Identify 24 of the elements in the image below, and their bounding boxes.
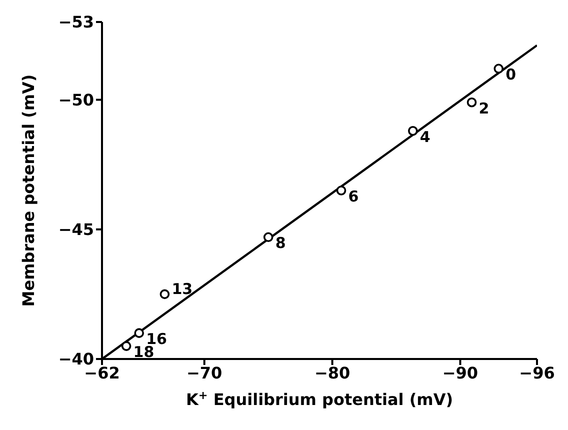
x-tick-label: −96 [519, 363, 555, 382]
y-tick-label: −40 [58, 350, 94, 369]
annotation: 0 [506, 66, 516, 84]
point [466, 97, 477, 108]
point [263, 232, 274, 242]
x-axis-title: K$^{+}$ Equilibrium potential (mV) [186, 388, 454, 409]
y-axis-title: Membrane potential (mV) [19, 74, 38, 307]
point [408, 126, 418, 136]
annotation: 13 [172, 280, 193, 298]
point [121, 341, 132, 351]
x-tick-label: −80 [314, 363, 350, 382]
point [494, 64, 504, 74]
annotation: 6 [348, 188, 359, 206]
x-tick-label: −70 [186, 363, 222, 382]
y-tick-label: −45 [58, 220, 94, 240]
annotation: 2 [478, 99, 490, 118]
y-tick-label: −50 [58, 90, 94, 110]
point [160, 289, 170, 300]
annotation: 8 [275, 234, 286, 252]
point [336, 186, 346, 196]
x-tick-label: −90 [442, 363, 478, 382]
point [134, 328, 144, 338]
annotation: 4 [420, 128, 430, 146]
y-tick-label: −53 [58, 12, 94, 32]
